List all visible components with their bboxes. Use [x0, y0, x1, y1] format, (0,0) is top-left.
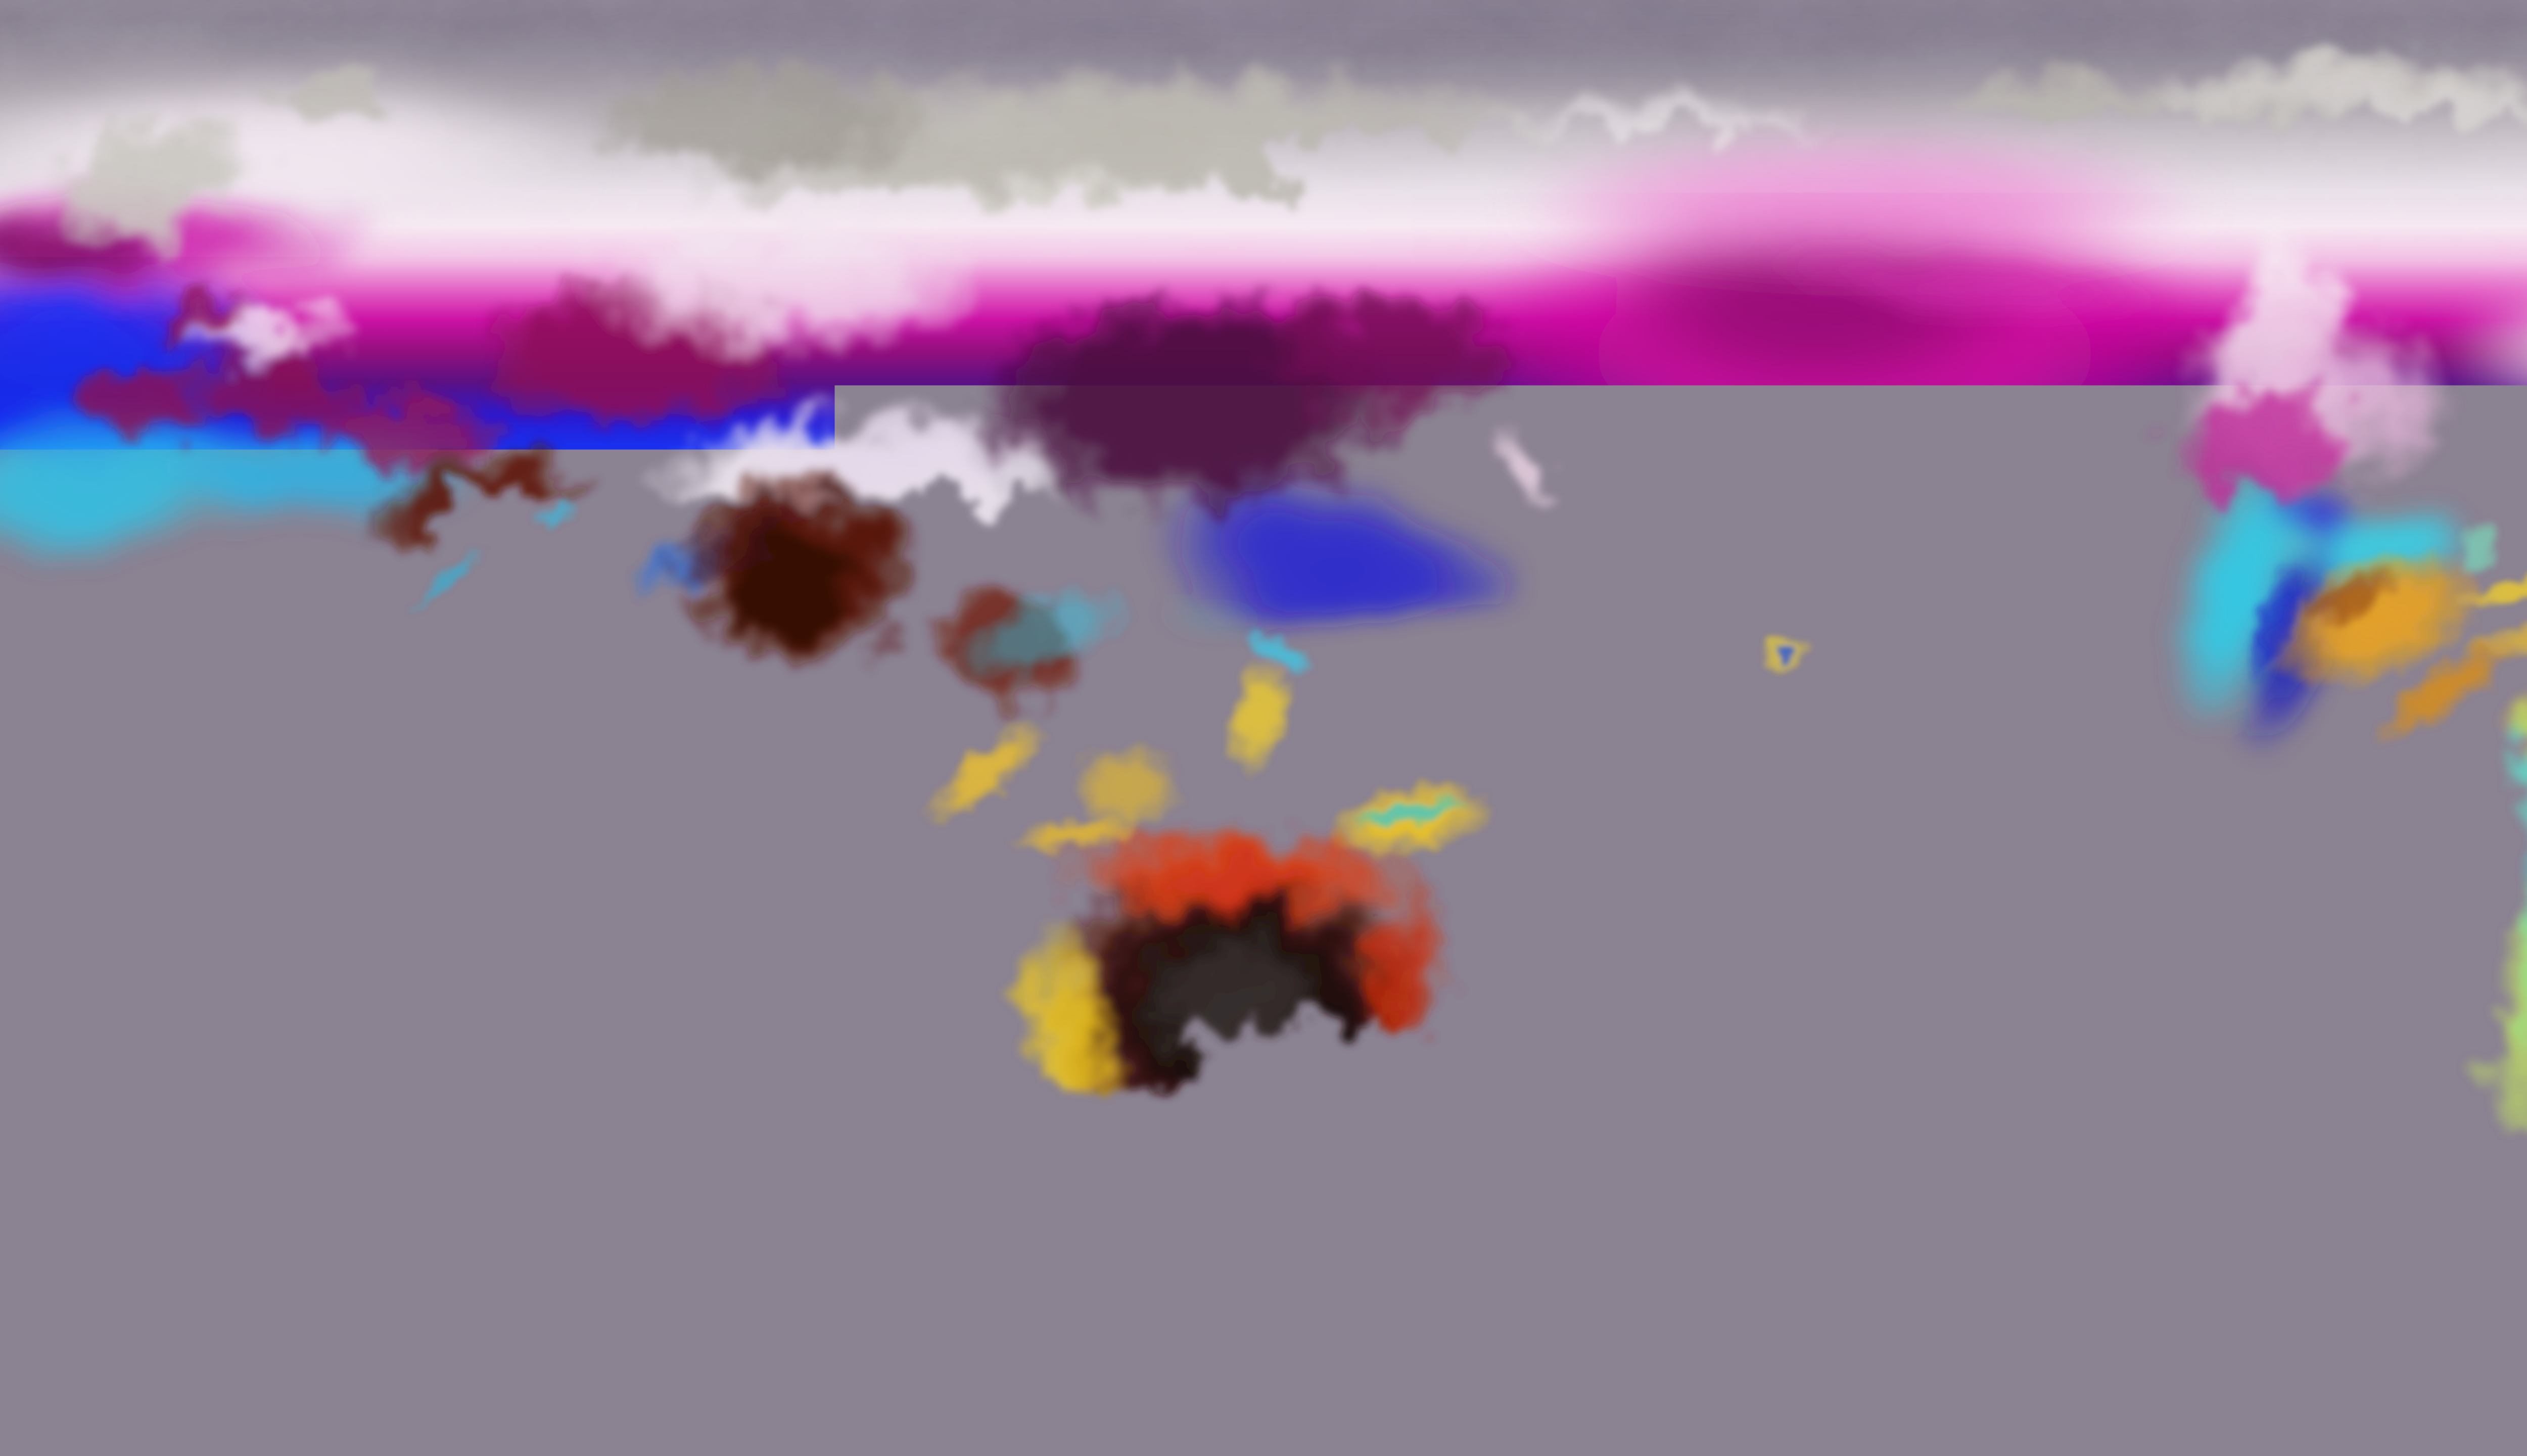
grain-texture-overlay: [0, 0, 2527, 1456]
world-temperature-map: [0, 0, 2527, 1456]
screenshot-root: [0, 0, 2527, 1456]
